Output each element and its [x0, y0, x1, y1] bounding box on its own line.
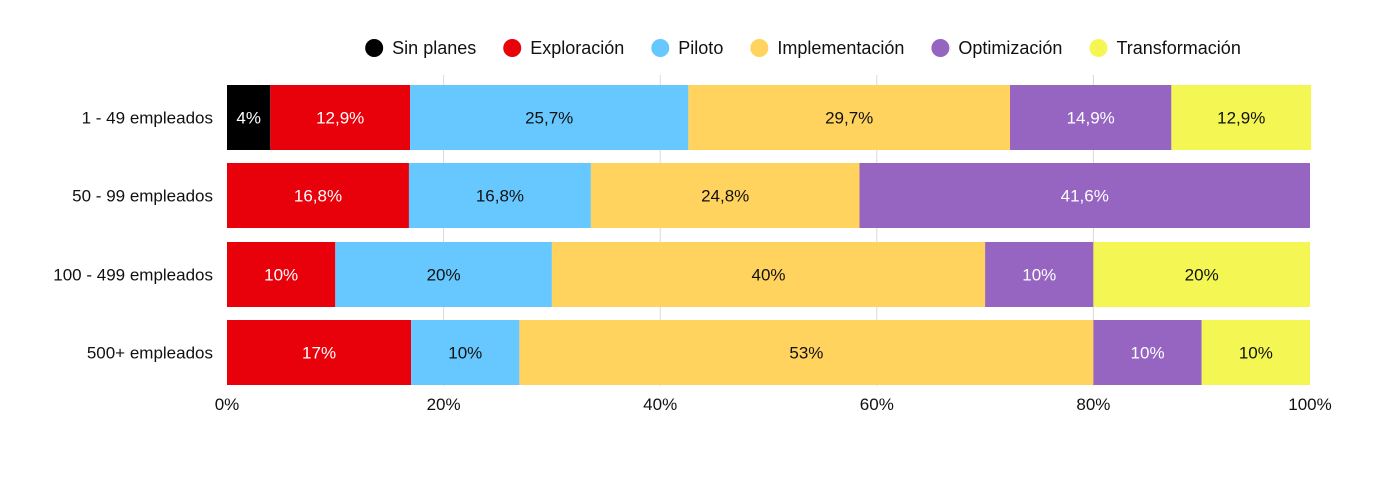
bar-segment [551, 242, 986, 307]
bar-segment [270, 85, 411, 150]
data-label: 16,8% [476, 187, 524, 206]
value-axis: 0% 20% 40% 60% 80% 100% [215, 395, 1332, 414]
bar-segment [859, 163, 1310, 228]
data-label: 24,8% [701, 187, 749, 206]
x-tick-label: 40% [643, 395, 677, 414]
bar-segment [411, 320, 520, 385]
bar-segment [1010, 85, 1172, 150]
data-label: 12,9% [1217, 109, 1265, 128]
data-label: 10% [1131, 344, 1165, 363]
legend-item: Exploración [503, 38, 624, 58]
category-label: 100 - 499 empleados [53, 266, 213, 285]
data-label: 41,6% [1061, 187, 1109, 206]
data-label: 53% [789, 344, 823, 363]
legend-label: Exploración [530, 38, 624, 58]
data-label: 10% [264, 266, 298, 285]
category-label: 1 - 49 empleados [82, 109, 213, 128]
bar-row: 4% 12,9% 25,7% 29,7% 14,9% 12,9% [227, 85, 1312, 150]
bar-segment [1201, 320, 1310, 385]
legend-item: Sin planes [365, 38, 476, 58]
data-label: 29,7% [825, 109, 873, 128]
legend-item: Optimización [931, 38, 1062, 58]
legend-item: Transformación [1089, 38, 1241, 58]
legend-swatch [651, 39, 670, 57]
legend-label: Sin planes [392, 38, 476, 58]
legend-swatch [503, 39, 522, 57]
bar-segment [335, 242, 552, 307]
x-tick-label: 0% [215, 395, 240, 414]
x-tick-label: 100% [1288, 395, 1331, 414]
bar-segment [985, 242, 1094, 307]
legend-label: Transformación [1116, 38, 1240, 58]
legend-swatch [1089, 39, 1108, 57]
bar-row: 16,8% 16,8% 24,8% 41,6% [227, 163, 1310, 228]
bar-segment [227, 242, 336, 307]
category-label: 50 - 99 empleados [72, 187, 213, 206]
data-label: 14,9% [1067, 109, 1115, 128]
x-tick-label: 80% [1076, 395, 1110, 414]
category-axis: 1 - 49 empleados 50 - 99 empleados 100 - 4… [53, 109, 213, 363]
bar-segment [410, 85, 689, 150]
bar-segment [227, 163, 409, 228]
bar-row: 10% 20% 40% 10% 20% [227, 242, 1310, 307]
data-label: 25,7% [525, 109, 573, 128]
legend-swatch [750, 39, 769, 57]
chart-legend: Sin planes Exploración Piloto Implementació… [365, 38, 1241, 58]
bar-segment [1093, 320, 1202, 385]
bar-segment [408, 163, 591, 228]
legend-label: Implementación [777, 38, 904, 58]
legend-label: Optimización [958, 38, 1062, 58]
bar-segment [227, 85, 271, 150]
category-label: 500+ empleados [87, 344, 213, 363]
bar-segment [519, 320, 1094, 385]
x-tick-label: 20% [427, 395, 461, 414]
data-label: 12,9% [316, 109, 364, 128]
bar-segment [590, 163, 860, 228]
data-label: 10% [448, 344, 482, 363]
bar-row: 17% 10% 53% 10% 10% [227, 320, 1310, 385]
data-label: 16,8% [294, 187, 342, 206]
data-label: 4% [236, 109, 261, 128]
data-label: 20% [427, 266, 461, 285]
x-tick-label: 60% [860, 395, 894, 414]
data-label: 17% [302, 344, 336, 363]
data-label: 10% [1239, 344, 1273, 363]
legend-item: Piloto [651, 38, 723, 58]
legend-swatch [931, 39, 950, 57]
legend-swatch [365, 39, 384, 57]
data-label: 10% [1022, 266, 1056, 285]
bar-segment [227, 320, 412, 385]
legend-label: Piloto [678, 38, 723, 58]
chart-bars: 4% 12,9% 25,7% 29,7% 14,9% 12,9% 16,8% 16,8% 24,… [227, 85, 1312, 385]
data-label: 20% [1185, 266, 1219, 285]
bar-segment [688, 85, 1011, 150]
data-label: 40% [751, 266, 785, 285]
bar-segment [1171, 85, 1312, 150]
legend-item: Implementación [750, 38, 904, 58]
bar-segment [1093, 242, 1310, 307]
